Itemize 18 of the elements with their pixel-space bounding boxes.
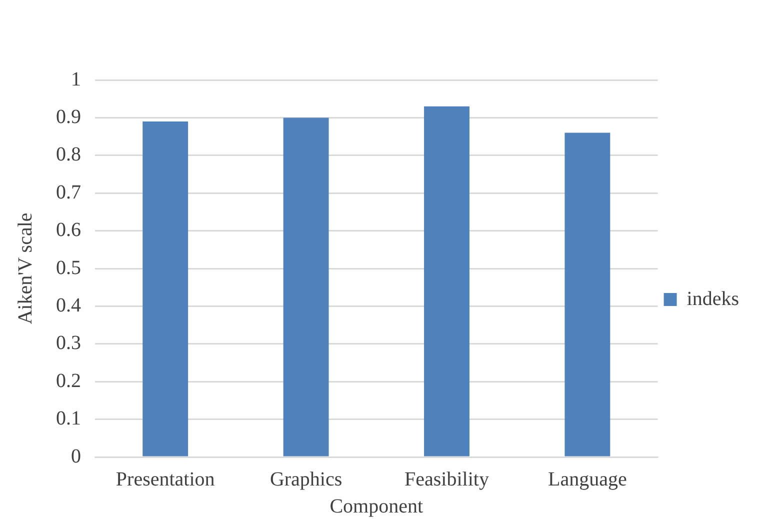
x-tick-label: Presentation (116, 468, 215, 490)
y-tick-label: 0 (71, 445, 81, 468)
y-tick-label: 0.7 (56, 181, 81, 204)
x-tick-label: Graphics (270, 468, 342, 490)
x-tick-label: Language (548, 468, 627, 490)
y-tick-label: 0.4 (56, 294, 81, 316)
x-axis-title: Component (330, 495, 424, 518)
y-tick-label: 0.5 (56, 256, 81, 279)
y-tick-label: 0.1 (56, 408, 81, 430)
y-tick-label: 1 (71, 68, 81, 90)
x-tick-label: Feasibility (404, 468, 489, 490)
legend-label: indeks (686, 288, 740, 310)
y-axis-title: Aiken'V scale (14, 212, 36, 324)
y-tick-label: 0.6 (56, 219, 81, 242)
y-tick-label: 0.8 (56, 144, 81, 166)
y-tick-label: 0.3 (56, 332, 81, 354)
y-tick-label: 0.9 (56, 106, 81, 128)
y-tick-label: 0.2 (56, 370, 81, 392)
